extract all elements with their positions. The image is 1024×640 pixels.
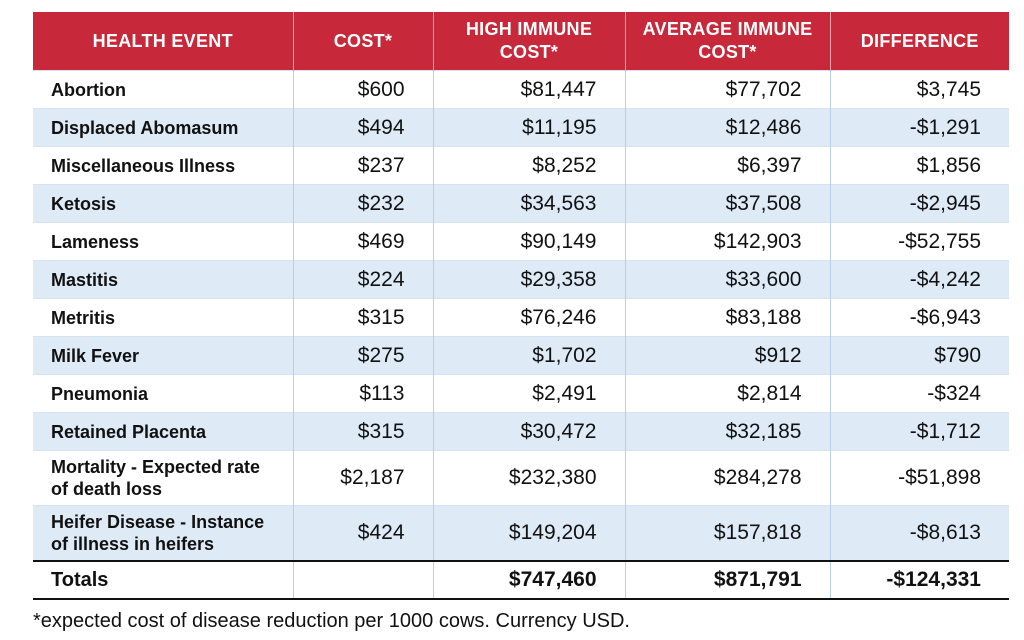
cell-health-event: Heifer Disease - Instance of illness in … — [33, 505, 293, 561]
cell-high-immune-cost: $149,204 — [432, 505, 625, 561]
cell-cost: $315 — [292, 298, 433, 337]
cell-cost: $113 — [292, 374, 433, 413]
health-cost-table: HEALTH EVENT COST* HIGH IMMUNE COST* AVE… — [33, 12, 1009, 600]
cell-cost: $424 — [292, 505, 433, 561]
cell-difference: -$1,712 — [829, 412, 1009, 451]
header-high-immune-cost: HIGH IMMUNE COST* — [432, 12, 625, 71]
cell-average-immune-cost: $284,278 — [624, 450, 830, 506]
cell-health-event: Metritis — [33, 298, 293, 337]
cell-health-event: Lameness — [33, 222, 293, 261]
cell-health-event: Abortion — [33, 70, 293, 109]
cell-difference: -$8,613 — [829, 505, 1009, 561]
header-health-event: HEALTH EVENT — [33, 12, 293, 71]
table-row: Milk Fever $275 $1,702 $912 $790 — [33, 336, 1009, 375]
cell-average-immune-cost: $32,185 — [624, 412, 830, 451]
cell-difference: -$324 — [829, 374, 1009, 413]
table-row: Displaced Abomasum $494 $11,195 $12,486 -$1,… — [33, 108, 1009, 147]
header-cost: COST* — [292, 12, 433, 71]
table-row: Mastitis $224 $29,358 $33,600 -$4,242 — [33, 260, 1009, 299]
cell-high-immune-cost: $1,702 — [432, 336, 625, 375]
cell-cost: $2,187 — [292, 450, 433, 506]
cell-high-immune-cost: $232,380 — [432, 450, 625, 506]
totals-high-immune-cost: $747,460 — [432, 560, 625, 600]
cell-average-immune-cost: $37,508 — [624, 184, 830, 223]
totals-row: Totals $747,460 $871,791 -$124,331 — [33, 560, 1009, 600]
cell-difference: -$52,755 — [829, 222, 1009, 261]
cell-cost: $232 — [292, 184, 433, 223]
cell-average-immune-cost: $77,702 — [624, 70, 830, 109]
cell-health-event: Retained Placenta — [33, 412, 293, 451]
cell-average-immune-cost: $2,814 — [624, 374, 830, 413]
cell-difference: -$51,898 — [829, 450, 1009, 506]
cell-cost: $275 — [292, 336, 433, 375]
totals-cost — [292, 560, 433, 600]
totals-difference: -$124,331 — [829, 560, 1009, 600]
cell-high-immune-cost: $90,149 — [432, 222, 625, 261]
cell-cost: $600 — [292, 70, 433, 109]
cell-health-event: Ketosis — [33, 184, 293, 223]
cell-cost: $315 — [292, 412, 433, 451]
cell-average-immune-cost: $6,397 — [624, 146, 830, 185]
cell-difference: $3,745 — [829, 70, 1009, 109]
table-row: Heifer Disease - Instance of illness in … — [33, 505, 1009, 561]
cell-high-immune-cost: $11,195 — [432, 108, 625, 147]
cell-health-event: Mastitis — [33, 260, 293, 299]
cell-health-event: Milk Fever — [33, 336, 293, 375]
totals-average-immune-cost: $871,791 — [624, 560, 830, 600]
totals-label: Totals — [33, 560, 293, 600]
cell-average-immune-cost: $912 — [624, 336, 830, 375]
cell-difference: -$6,943 — [829, 298, 1009, 337]
cell-average-immune-cost: $142,903 — [624, 222, 830, 261]
table-row: Abortion $600 $81,447 $77,702 $3,745 — [33, 70, 1009, 109]
cell-health-event: Miscellaneous Illness — [33, 146, 293, 185]
header-difference: DIFFERENCE — [829, 12, 1009, 71]
table-row: Mortality - Expected rate of death loss $… — [33, 450, 1009, 506]
table-row: Miscellaneous Illness $237 $8,252 $6,397 $1,… — [33, 146, 1009, 185]
header-row: HEALTH EVENT COST* HIGH IMMUNE COST* AVE… — [33, 12, 1009, 71]
cell-high-immune-cost: $76,246 — [432, 298, 625, 337]
cell-difference: $790 — [829, 336, 1009, 375]
cell-average-immune-cost: $157,818 — [624, 505, 830, 561]
cell-average-immune-cost: $83,188 — [624, 298, 830, 337]
table-row: Pneumonia $113 $2,491 $2,814 -$324 — [33, 374, 1009, 413]
cell-high-immune-cost: $81,447 — [432, 70, 625, 109]
cell-cost: $494 — [292, 108, 433, 147]
table-row: Metritis $315 $76,246 $83,188 -$6,943 — [33, 298, 1009, 337]
cell-difference: -$4,242 — [829, 260, 1009, 299]
cell-health-event: Displaced Abomasum — [33, 108, 293, 147]
table-row: Lameness $469 $90,149 $142,903 -$52,755 — [33, 222, 1009, 261]
table-row: Retained Placenta $315 $30,472 $32,185 -$1,7… — [33, 412, 1009, 451]
cell-cost: $469 — [292, 222, 433, 261]
footnote: *expected cost of disease reduction per … — [33, 610, 630, 632]
cell-high-immune-cost: $2,491 — [432, 374, 625, 413]
cell-average-immune-cost: $33,600 — [624, 260, 830, 299]
cell-high-immune-cost: $29,358 — [432, 260, 625, 299]
cell-cost: $224 — [292, 260, 433, 299]
header-average-immune-cost: AVERAGE IMMUNE COST* — [624, 12, 830, 71]
cell-health-event: Pneumonia — [33, 374, 293, 413]
cell-difference: -$1,291 — [829, 108, 1009, 147]
cell-cost: $237 — [292, 146, 433, 185]
cell-high-immune-cost: $30,472 — [432, 412, 625, 451]
cell-difference: -$2,945 — [829, 184, 1009, 223]
cell-difference: $1,856 — [829, 146, 1009, 185]
cell-average-immune-cost: $12,486 — [624, 108, 830, 147]
cell-high-immune-cost: $34,563 — [432, 184, 625, 223]
table-row: Ketosis $232 $34,563 $37,508 -$2,945 — [33, 184, 1009, 223]
cell-health-event: Mortality - Expected rate of death loss — [33, 450, 293, 506]
cell-high-immune-cost: $8,252 — [432, 146, 625, 185]
